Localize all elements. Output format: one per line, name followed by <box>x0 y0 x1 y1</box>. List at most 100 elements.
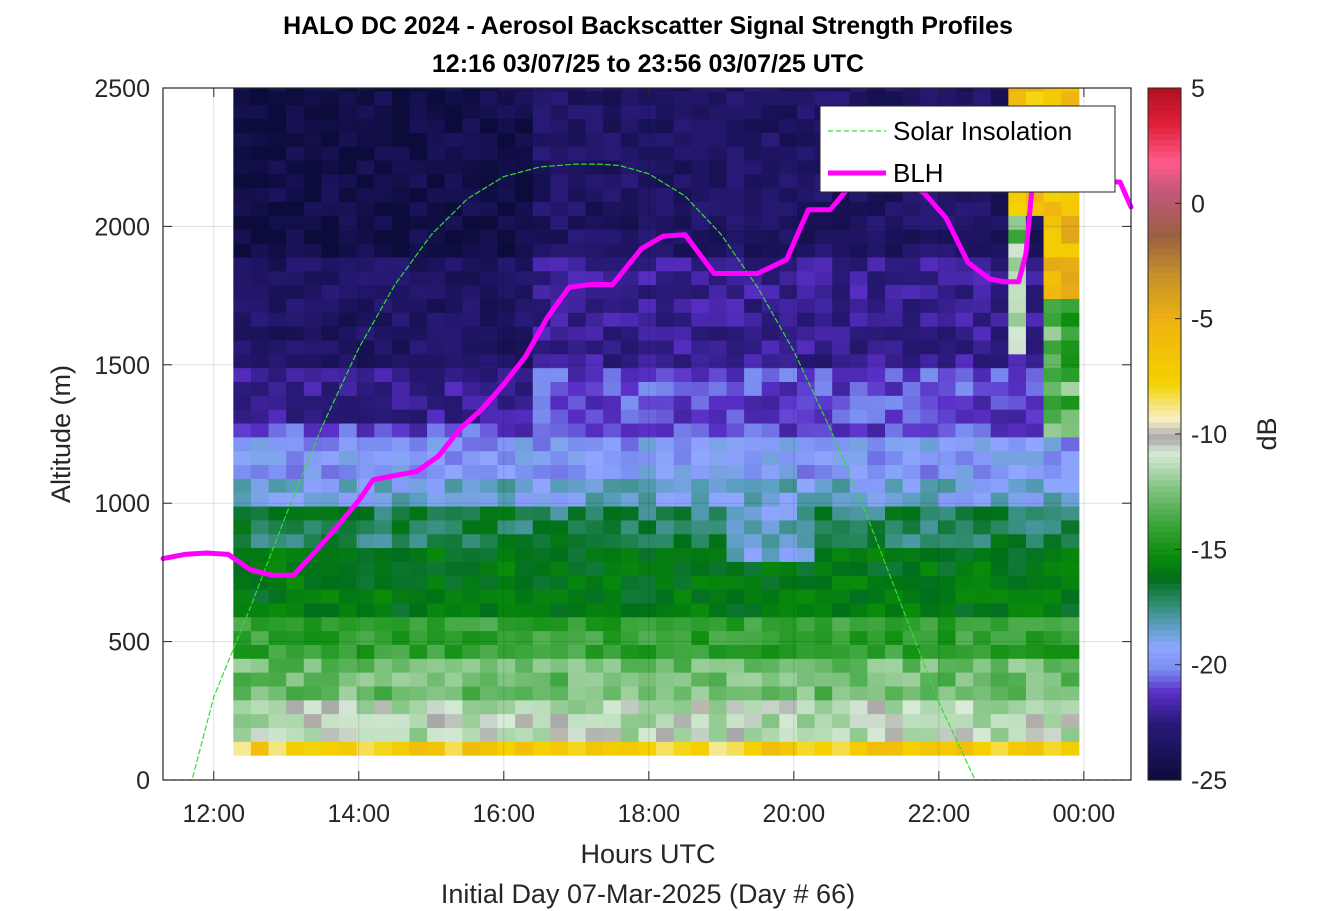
heatmap-cell <box>303 132 322 147</box>
heatmap-cell <box>726 367 745 383</box>
heatmap-cell <box>937 672 957 687</box>
heatmap-cell <box>409 326 428 341</box>
heatmap-cell <box>321 243 340 258</box>
heatmap-cell <box>779 146 798 161</box>
heatmap-cell <box>673 90 692 106</box>
heatmap-cell <box>744 464 763 479</box>
heatmap-cell <box>374 699 393 715</box>
heatmap-cell <box>673 519 692 535</box>
heatmap-cell <box>779 409 798 424</box>
heatmap-cell <box>920 505 939 521</box>
heatmap-cell <box>286 90 305 106</box>
colorbar-segment <box>1148 768 1181 775</box>
heatmap-cell <box>515 90 534 106</box>
heatmap-cell <box>585 88 604 92</box>
heatmap-cell <box>550 505 569 521</box>
heatmap-cell <box>849 422 869 438</box>
heatmap-cell <box>726 699 745 715</box>
heatmap-cell <box>937 409 957 424</box>
heatmap-cell <box>937 90 957 106</box>
heatmap-cell <box>779 118 798 133</box>
heatmap-cell <box>673 312 692 327</box>
heatmap-cell <box>779 616 798 632</box>
legend-label-solar-insolation: Solar Insolation <box>893 116 1072 146</box>
heatmap-cell <box>1061 326 1080 341</box>
heatmap-cell <box>409 367 428 383</box>
heatmap-cell <box>303 616 322 632</box>
colorbar-tick-label: -15 <box>1191 536 1227 564</box>
heatmap-cell <box>515 270 534 286</box>
heatmap-cell <box>744 727 763 742</box>
heatmap-cell <box>550 519 569 535</box>
heatmap-cell <box>726 173 745 189</box>
heatmap-cell <box>620 505 640 521</box>
heatmap-cell <box>286 132 305 147</box>
heatmap-cell <box>303 699 322 715</box>
heatmap-cell <box>955 88 974 92</box>
heatmap-cell <box>462 630 481 645</box>
heatmap-cell <box>603 409 622 424</box>
heatmap-cell <box>462 118 481 133</box>
heatmap-cell <box>691 187 710 203</box>
heatmap-cell <box>955 270 974 286</box>
heatmap-cell <box>620 326 640 341</box>
colorbar-segment <box>1148 624 1181 631</box>
heatmap-cell <box>409 187 428 203</box>
heatmap-cell <box>603 326 622 341</box>
heatmap-cell <box>796 229 816 244</box>
heatmap-cell <box>568 727 587 742</box>
heatmap-cell <box>233 741 252 756</box>
heatmap-cell <box>1061 367 1080 383</box>
heatmap-cell <box>708 505 728 521</box>
heatmap-cell <box>321 367 340 383</box>
heatmap-cell <box>638 146 657 161</box>
heatmap-cell <box>673 367 692 383</box>
heatmap-cell <box>920 492 939 507</box>
heatmap-cell <box>427 422 446 438</box>
heatmap-cell <box>585 533 604 549</box>
heatmap-cell <box>444 589 463 604</box>
heatmap-cell <box>462 561 481 576</box>
heatmap-cell <box>603 713 622 729</box>
heatmap-cell <box>374 381 393 396</box>
heatmap-cell <box>761 505 780 521</box>
heatmap-cell <box>990 436 1009 452</box>
heatmap-cell <box>796 118 816 133</box>
heatmap-cell <box>673 409 692 424</box>
heatmap-cell <box>462 187 481 203</box>
heatmap-cell <box>620 201 640 216</box>
heatmap-cell <box>268 270 287 286</box>
heatmap-cell <box>620 229 640 244</box>
heatmap-cell <box>427 256 446 272</box>
heatmap-cell <box>620 630 640 645</box>
heatmap-cell <box>955 436 974 452</box>
heatmap-cell <box>814 436 833 452</box>
colorbar-segment <box>1148 330 1181 337</box>
heatmap-cell <box>515 173 534 189</box>
heatmap-cell <box>849 215 869 230</box>
heatmap-cell <box>761 685 780 701</box>
heatmap-cell <box>409 685 428 701</box>
heatmap-cell <box>339 118 358 133</box>
heatmap-cell <box>444 741 463 756</box>
heatmap-cell <box>656 367 675 383</box>
colorbar-segment <box>1148 376 1181 383</box>
heatmap-cell <box>849 713 869 729</box>
colorbar-segment <box>1148 387 1181 395</box>
heatmap-cell <box>1025 644 1045 659</box>
heatmap-cell <box>885 436 904 452</box>
heatmap-cell <box>515 436 534 452</box>
heatmap-cell <box>955 713 974 729</box>
heatmap-cell <box>479 464 499 479</box>
heatmap-cell <box>250 727 270 742</box>
heatmap-cell <box>286 658 305 673</box>
heatmap-cell <box>814 367 833 383</box>
heatmap-cell <box>1061 256 1080 272</box>
heatmap-cell <box>885 284 904 299</box>
heatmap-cell <box>920 353 939 369</box>
heatmap-cell <box>603 395 622 410</box>
heatmap-cell <box>250 229 270 244</box>
heatmap-cell <box>814 505 833 521</box>
heatmap-cell <box>532 215 551 230</box>
heatmap-cell <box>867 339 886 355</box>
